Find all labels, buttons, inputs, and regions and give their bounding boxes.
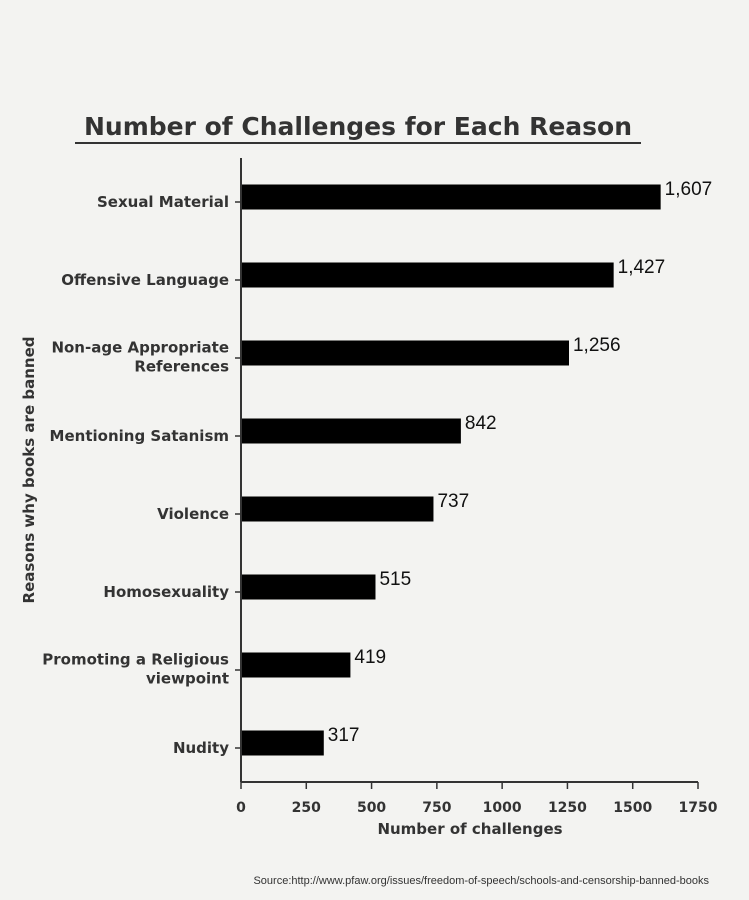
- chart-title: Number of Challenges for Each Reason: [84, 112, 632, 141]
- bar-1: [242, 262, 614, 288]
- bar-4: [242, 496, 434, 522]
- bars-group: 1,607 1,427 1,256 842 737 515 419 317: [242, 179, 712, 756]
- category-label-0: Sexual Material: [97, 193, 229, 211]
- category-label-7: Nudity: [173, 739, 229, 757]
- bar-3: [242, 418, 461, 444]
- data-label-3: 842: [465, 413, 497, 434]
- data-label-5: 515: [379, 569, 411, 590]
- data-label-6: 419: [354, 647, 386, 668]
- category-label-6: Promoting a Religious viewpoint: [42, 651, 229, 688]
- bar-2: [242, 340, 569, 366]
- x-tick-label-6: 1500: [613, 800, 652, 816]
- x-tick-label-1: 250: [292, 800, 321, 816]
- x-tick-label-7: 1750: [679, 800, 718, 816]
- source-note: Source:http://www.pfaw.org/issues/freedo…: [253, 875, 709, 887]
- data-label-4: 737: [437, 491, 469, 512]
- bar-6: [242, 652, 351, 678]
- x-tick-label-4: 1000: [483, 800, 522, 816]
- category-label-3: Mentioning Satanism: [50, 427, 229, 445]
- category-label-4: Violence: [157, 505, 229, 523]
- category-label-5: Homosexuality: [103, 583, 229, 601]
- data-label-1: 1,427: [618, 257, 666, 278]
- x-tick-label-3: 750: [422, 800, 451, 816]
- y-axis-label: Reasons why books are banned: [20, 337, 38, 604]
- category-label-1: Offensive Language: [61, 271, 229, 289]
- bar-5: [242, 574, 376, 600]
- category-labels-group: Sexual Material Offensive Language Non-age…: [42, 193, 241, 757]
- data-label-0: 1,607: [665, 179, 713, 200]
- data-label-7: 317: [328, 725, 360, 746]
- x-tick-label-0: 0: [236, 800, 246, 816]
- x-tick-label-5: 1250: [548, 800, 587, 816]
- category-label-2: Non-age Appropriate References: [51, 339, 229, 376]
- x-tick-label-2: 500: [357, 800, 386, 816]
- x-ticks-group: 0 250 500 750 1000 1250 1500 1750: [236, 782, 718, 816]
- bar-7: [242, 730, 324, 756]
- bar-0: [242, 184, 661, 210]
- x-axis-label: Number of challenges: [377, 820, 562, 838]
- data-label-2: 1,256: [573, 335, 621, 356]
